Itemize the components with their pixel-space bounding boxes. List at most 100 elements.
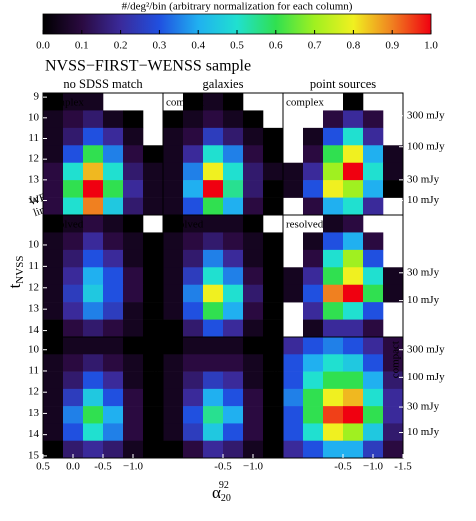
- heatmap-cell: [363, 267, 384, 286]
- heatmap-cell: [343, 232, 364, 251]
- x-tick-label: -0.5: [334, 461, 352, 473]
- heatmap-cell: [223, 197, 244, 216]
- heatmap-cell: [83, 145, 104, 164]
- heatmap-cell: [283, 440, 304, 459]
- heatmap-cell: [43, 162, 64, 181]
- heatmap-cell: [243, 440, 264, 459]
- heatmap-cell: [103, 110, 124, 129]
- heatmap-cell: [83, 127, 104, 146]
- heatmap-cell: [283, 388, 304, 407]
- heatmap-cell: [43, 302, 64, 320]
- heatmap-cell: [323, 440, 344, 459]
- heatmap-cell: [283, 354, 304, 372]
- heatmap-cell: [343, 371, 364, 390]
- heatmap-cell: [123, 197, 144, 216]
- heatmap-cell: [323, 388, 344, 407]
- heatmap-cell: [103, 127, 124, 146]
- heatmap-cell: [323, 337, 344, 355]
- heatmap-cell: [183, 215, 204, 233]
- x-tick-label: -0.5: [94, 461, 112, 473]
- heatmap-cell: [383, 337, 404, 355]
- heatmap-cell: [43, 267, 64, 286]
- y2-tick-label: 100 mJy: [407, 371, 445, 383]
- heatmap-cell: [123, 145, 144, 164]
- heatmap-cell: [183, 440, 204, 459]
- heatmap-cell: [63, 145, 84, 164]
- heatmap-cell: [303, 371, 324, 390]
- heatmap-cell: [163, 388, 184, 407]
- heatmap-cell: [83, 110, 104, 129]
- heatmap-cell: [223, 337, 244, 355]
- heatmap-cell: [263, 406, 284, 424]
- heatmap-cell: [43, 93, 64, 111]
- heatmap-cell: [223, 440, 244, 459]
- heatmap-cell: [263, 354, 284, 372]
- heatmap-cell: [263, 371, 284, 390]
- heatmap-cell: [383, 180, 404, 198]
- heatmap-cell: [163, 249, 184, 268]
- heatmap-cell: [83, 249, 104, 268]
- heatmap-cell: [163, 354, 184, 372]
- heatmap-cell: [63, 284, 84, 303]
- heatmap-cell: [343, 162, 364, 181]
- heatmap-cell: [243, 162, 264, 181]
- heatmap-cell: [163, 267, 184, 286]
- colorbar-tick-label: 1.0: [424, 40, 438, 52]
- heatmap-cell: [223, 180, 244, 198]
- heatmap-cell: [63, 440, 84, 459]
- heatmap-cell: [203, 232, 224, 251]
- heatmap-cell: [303, 127, 324, 146]
- heatmap-cell: [323, 319, 344, 338]
- heatmap-cell: [343, 302, 364, 320]
- heatmap-cell: [203, 440, 224, 459]
- heatmap-cell: [63, 423, 84, 442]
- heatmap-cell: [123, 388, 144, 407]
- x-axis-label-sup: 92: [219, 480, 229, 491]
- heatmap-cell: [223, 319, 244, 338]
- heatmap-cell: [323, 354, 344, 372]
- heatmap-cell: [163, 110, 184, 129]
- heatmap-cell: [143, 284, 164, 303]
- heatmap-cell: [63, 302, 84, 320]
- heatmap-cell: [123, 249, 144, 268]
- heatmap-cell: [363, 127, 384, 146]
- heatmap-cell: [203, 93, 224, 111]
- heatmap-cell: [83, 180, 104, 198]
- heatmap-cell: [383, 406, 404, 424]
- heatmap-cell: [283, 267, 304, 286]
- heatmap-cell: [243, 423, 264, 442]
- heatmap-cell: [183, 267, 204, 286]
- heatmap-cell: [263, 145, 284, 164]
- heatmap-cell: [143, 406, 164, 424]
- heatmap-cell: [303, 423, 324, 442]
- heatmap-cell: [83, 93, 104, 111]
- heatmap-cell: [263, 249, 284, 268]
- y-tick-label: 10: [28, 238, 40, 250]
- heatmap-cell: [63, 267, 84, 286]
- heatmap-cell: [143, 232, 164, 251]
- heatmap-cell: [323, 232, 344, 251]
- panel-label: compact: [270, 341, 282, 378]
- heatmap-cell: [83, 215, 104, 233]
- heatmap-cell: [383, 267, 404, 286]
- heatmap-cell: [143, 440, 164, 459]
- heatmap-cell: [123, 354, 144, 372]
- colorbar-tick-label: 0.3: [153, 40, 167, 52]
- heatmap-cell: [323, 162, 344, 181]
- heatmap-cell: [163, 197, 184, 216]
- heatmap-cell: [363, 302, 384, 320]
- heatmap-cell: [123, 162, 144, 181]
- heatmap-cell: [83, 423, 104, 442]
- heatmap-cell: [363, 197, 384, 216]
- panel-label: compact: [390, 341, 402, 378]
- heatmap-cell: [43, 232, 64, 251]
- heatmap-cell: [103, 354, 124, 372]
- heatmap-cell: [243, 319, 264, 338]
- heatmap-cell: [143, 302, 164, 320]
- x-tick-label: -0.5: [214, 461, 232, 473]
- heatmap-cell: [83, 388, 104, 407]
- heatmap-cell: [383, 423, 404, 442]
- heatmap-cell: [343, 267, 364, 286]
- heatmap-cell: [243, 284, 264, 303]
- heatmap-cell: [103, 215, 124, 233]
